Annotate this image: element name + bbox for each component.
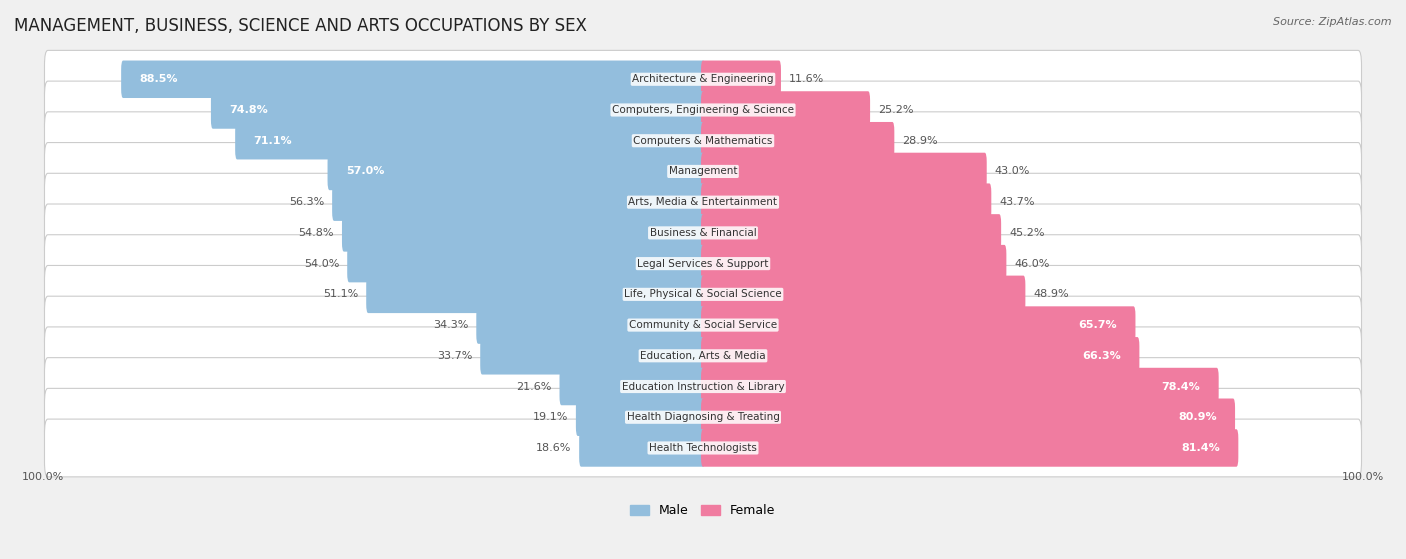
FancyBboxPatch shape: [45, 266, 1361, 323]
Text: 88.5%: 88.5%: [139, 74, 179, 84]
FancyBboxPatch shape: [45, 173, 1361, 231]
FancyBboxPatch shape: [45, 358, 1361, 415]
Text: Management: Management: [669, 167, 737, 177]
FancyBboxPatch shape: [45, 296, 1361, 354]
Text: 56.3%: 56.3%: [290, 197, 325, 207]
Text: Source: ZipAtlas.com: Source: ZipAtlas.com: [1274, 17, 1392, 27]
Text: Computers, Engineering & Science: Computers, Engineering & Science: [612, 105, 794, 115]
FancyBboxPatch shape: [702, 183, 991, 221]
FancyBboxPatch shape: [45, 235, 1361, 292]
FancyBboxPatch shape: [45, 143, 1361, 200]
FancyBboxPatch shape: [342, 214, 704, 252]
Text: 18.6%: 18.6%: [536, 443, 571, 453]
FancyBboxPatch shape: [576, 399, 704, 436]
FancyBboxPatch shape: [45, 81, 1361, 139]
FancyBboxPatch shape: [702, 60, 780, 98]
Text: 81.4%: 81.4%: [1181, 443, 1220, 453]
Text: 78.4%: 78.4%: [1161, 382, 1201, 391]
Text: 66.3%: 66.3%: [1083, 351, 1121, 361]
FancyBboxPatch shape: [560, 368, 704, 405]
Text: Computers & Mathematics: Computers & Mathematics: [633, 136, 773, 146]
FancyBboxPatch shape: [477, 306, 704, 344]
FancyBboxPatch shape: [235, 122, 704, 159]
Text: 46.0%: 46.0%: [1014, 259, 1050, 269]
Text: Business & Financial: Business & Financial: [650, 228, 756, 238]
Text: Education Instruction & Library: Education Instruction & Library: [621, 382, 785, 391]
FancyBboxPatch shape: [702, 245, 1007, 282]
FancyBboxPatch shape: [702, 399, 1234, 436]
Text: MANAGEMENT, BUSINESS, SCIENCE AND ARTS OCCUPATIONS BY SEX: MANAGEMENT, BUSINESS, SCIENCE AND ARTS O…: [14, 17, 586, 35]
Text: 80.9%: 80.9%: [1178, 412, 1216, 422]
Text: Legal Services & Support: Legal Services & Support: [637, 259, 769, 269]
FancyBboxPatch shape: [332, 183, 704, 221]
Text: 100.0%: 100.0%: [21, 472, 63, 482]
FancyBboxPatch shape: [45, 419, 1361, 477]
Text: 11.6%: 11.6%: [789, 74, 824, 84]
Text: 48.9%: 48.9%: [1033, 290, 1069, 300]
FancyBboxPatch shape: [366, 276, 704, 313]
Text: Arts, Media & Entertainment: Arts, Media & Entertainment: [628, 197, 778, 207]
FancyBboxPatch shape: [579, 429, 704, 467]
Text: 54.8%: 54.8%: [298, 228, 335, 238]
Text: 57.0%: 57.0%: [346, 167, 384, 177]
FancyBboxPatch shape: [702, 122, 894, 159]
Text: Education, Arts & Media: Education, Arts & Media: [640, 351, 766, 361]
FancyBboxPatch shape: [702, 368, 1219, 405]
FancyBboxPatch shape: [45, 204, 1361, 262]
FancyBboxPatch shape: [702, 306, 1136, 344]
Text: 51.1%: 51.1%: [323, 290, 359, 300]
Text: 21.6%: 21.6%: [516, 382, 551, 391]
FancyBboxPatch shape: [328, 153, 704, 190]
Text: Health Technologists: Health Technologists: [650, 443, 756, 453]
Text: Architecture & Engineering: Architecture & Engineering: [633, 74, 773, 84]
Text: 33.7%: 33.7%: [437, 351, 472, 361]
Text: Community & Social Service: Community & Social Service: [628, 320, 778, 330]
Text: 19.1%: 19.1%: [533, 412, 568, 422]
FancyBboxPatch shape: [45, 327, 1361, 385]
Text: 43.0%: 43.0%: [994, 167, 1031, 177]
FancyBboxPatch shape: [702, 214, 1001, 252]
FancyBboxPatch shape: [45, 50, 1361, 108]
FancyBboxPatch shape: [702, 337, 1139, 375]
FancyBboxPatch shape: [121, 60, 704, 98]
Text: 74.8%: 74.8%: [229, 105, 269, 115]
FancyBboxPatch shape: [347, 245, 704, 282]
FancyBboxPatch shape: [45, 112, 1361, 169]
FancyBboxPatch shape: [45, 389, 1361, 446]
FancyBboxPatch shape: [481, 337, 704, 375]
Text: 45.2%: 45.2%: [1010, 228, 1045, 238]
Text: 43.7%: 43.7%: [1000, 197, 1035, 207]
Legend: Male, Female: Male, Female: [626, 499, 780, 522]
FancyBboxPatch shape: [702, 429, 1239, 467]
FancyBboxPatch shape: [702, 276, 1025, 313]
Text: 71.1%: 71.1%: [253, 136, 292, 146]
FancyBboxPatch shape: [702, 91, 870, 129]
Text: Health Diagnosing & Treating: Health Diagnosing & Treating: [627, 412, 779, 422]
Text: 28.9%: 28.9%: [903, 136, 938, 146]
Text: 54.0%: 54.0%: [304, 259, 339, 269]
FancyBboxPatch shape: [211, 91, 704, 129]
Text: Life, Physical & Social Science: Life, Physical & Social Science: [624, 290, 782, 300]
Text: 25.2%: 25.2%: [877, 105, 914, 115]
Text: 34.3%: 34.3%: [433, 320, 468, 330]
Text: 65.7%: 65.7%: [1078, 320, 1118, 330]
FancyBboxPatch shape: [702, 153, 987, 190]
Text: 100.0%: 100.0%: [1343, 472, 1385, 482]
